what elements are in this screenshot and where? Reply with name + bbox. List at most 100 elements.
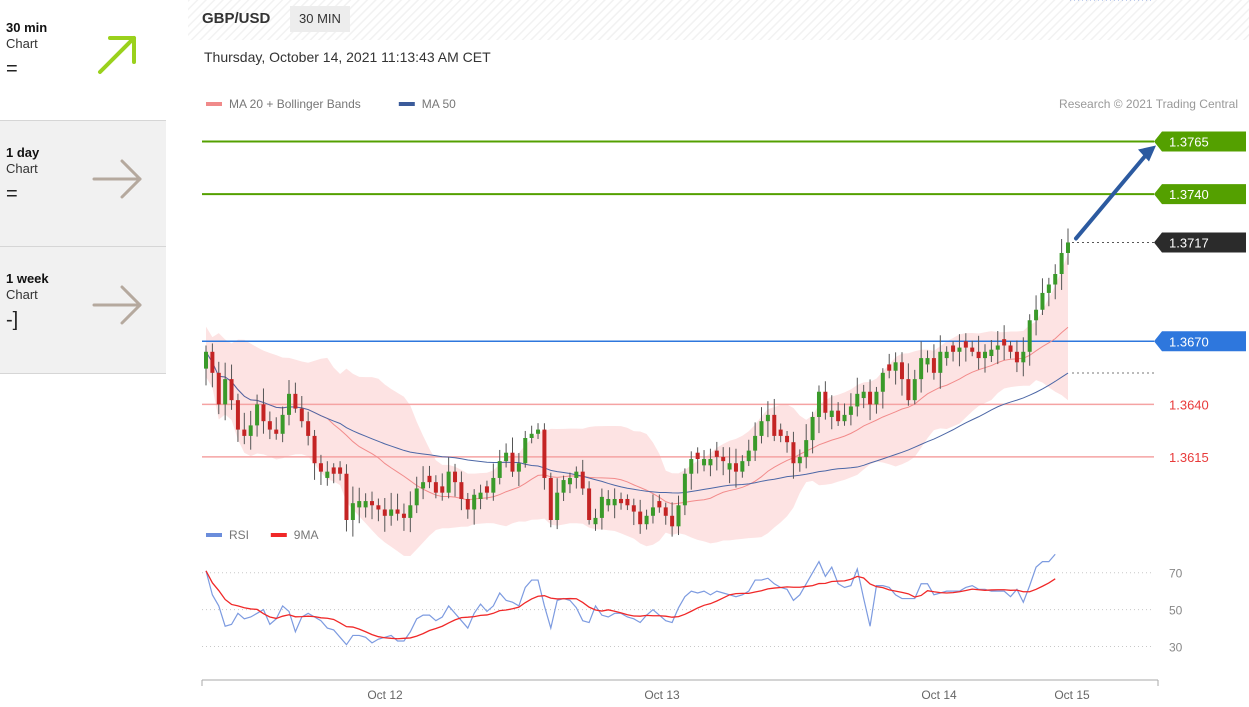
candle-body [312,435,317,464]
candle-body [1046,284,1051,293]
candle-body [459,482,464,499]
candle-body [516,463,521,472]
candle-body [248,425,253,436]
candle-body [951,345,956,352]
candle-body [906,379,911,401]
timeframe-label: 1 week [6,271,49,286]
candle-body [733,463,738,472]
candle-body [440,486,445,493]
timeframe-symbol: -] [6,309,19,331]
timeframe-30min[interactable]: 30 min Chart = [0,0,166,121]
candle-body [989,349,994,356]
arrow-right-icon [92,285,142,325]
candle-body [944,351,949,359]
ma20-line [205,326,1069,505]
bollinger-band [206,254,1068,557]
candle-body [580,471,585,489]
candle-body [899,362,904,380]
x-tick-label: Oct 15 [1054,688,1090,702]
candle-body [344,473,349,520]
candle-body [842,414,847,422]
price-chart: 70 50 30 RSI 9MA Oct 12 Oct 13 Oct 14 Oct 15 1.… [188,0,1249,702]
chart-panel: 70 50 30 RSI 9MA Oct 12 Oct 13 Oct 14 Oct 15 1.… [188,0,1249,707]
candle-body [912,379,917,401]
level-label-1.3717: 1.3717 [1169,235,1209,250]
candle-body [797,456,802,464]
candle-body [778,429,783,436]
header-hatch [188,0,1249,40]
timeframe-1day[interactable]: 1 day Chart = [0,121,166,247]
level-label-1.3670: 1.3670 [1169,334,1209,349]
candle-body [376,505,381,510]
candle-body [638,511,643,525]
legend-label: MA 50 [422,97,456,111]
rsi-tick-label: 50 [1169,604,1183,618]
candle-body [536,429,541,434]
timeframe-sub: Chart [6,36,38,51]
candle-body [727,463,732,470]
candle-body [382,509,387,516]
candle-body [606,498,611,506]
candle-body [676,505,681,527]
candle-body [887,364,892,371]
candle-body [491,477,496,493]
timeframe-sub: Chart [6,287,38,302]
candle-body [855,393,860,407]
candle-body [619,498,624,504]
candle-body [338,467,343,474]
candle-body [274,429,279,434]
level-tag-1.3670 [1154,331,1246,352]
timeframe-1week[interactable]: 1 week Chart -] [0,247,166,374]
candle-body [804,440,809,457]
level-label-1.3765: 1.3765 [1169,135,1209,150]
candle-body [235,400,240,430]
candle-body [408,505,413,518]
candle-body [229,379,234,401]
candle-body [670,515,675,527]
candle-body [631,505,636,512]
candle-body [1008,345,1013,352]
candle-body [765,414,770,422]
timeframe-sidebar: 30 min Chart = 1 day Chart = 1 week Char… [0,0,166,707]
candle-body [995,345,1000,350]
candle-body [810,416,815,441]
candle-body [650,507,655,516]
candle-body [721,456,726,462]
candle-body [772,414,777,436]
candle-body [874,391,879,405]
candle-body [1053,274,1058,285]
timeframe-badge[interactable]: 30 MIN [290,6,350,32]
timeframe-label: 30 min [6,20,48,35]
candle-body [414,488,419,506]
candle-body [370,501,375,506]
candle-body [299,408,304,422]
candle-body [836,410,841,422]
candle-body [472,494,477,510]
level-label-1.3615: 1.3615 [1169,450,1209,465]
candle-body [612,498,617,506]
candle-body [848,406,853,415]
candle-body [938,351,943,373]
candle-body [1027,320,1032,352]
level-label-1.3640: 1.3640 [1169,397,1209,412]
candle-body [446,471,451,493]
projection-arrow [1074,150,1150,241]
candle-body [823,391,828,413]
candle-body [401,513,406,518]
candle-body [1021,351,1026,363]
rsi-legend-label: 9MA [294,528,319,542]
candle-body [567,477,572,485]
ma50-line [205,351,1069,494]
candle-body [548,477,553,520]
x-tick-label: Oct 14 [921,688,957,702]
candle-body [682,473,687,506]
candle-body [350,503,355,520]
candle-body [593,517,598,525]
candle-body [523,438,528,464]
candle-body [970,347,975,352]
candle-body [880,372,885,392]
candle-body [1034,309,1039,321]
candle-body [663,507,668,516]
level-tag-1.3740 [1154,184,1246,205]
x-tick-label: Oct 13 [644,688,680,702]
